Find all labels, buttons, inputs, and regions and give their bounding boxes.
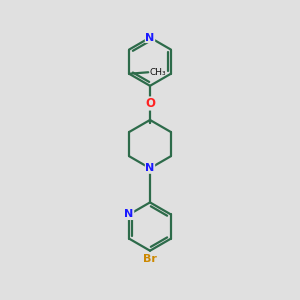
Text: O: O <box>145 97 155 110</box>
Text: N: N <box>146 32 154 43</box>
Text: N: N <box>146 163 154 173</box>
Text: Br: Br <box>143 254 157 264</box>
Text: CH₃: CH₃ <box>150 68 166 77</box>
Text: N: N <box>124 209 134 220</box>
